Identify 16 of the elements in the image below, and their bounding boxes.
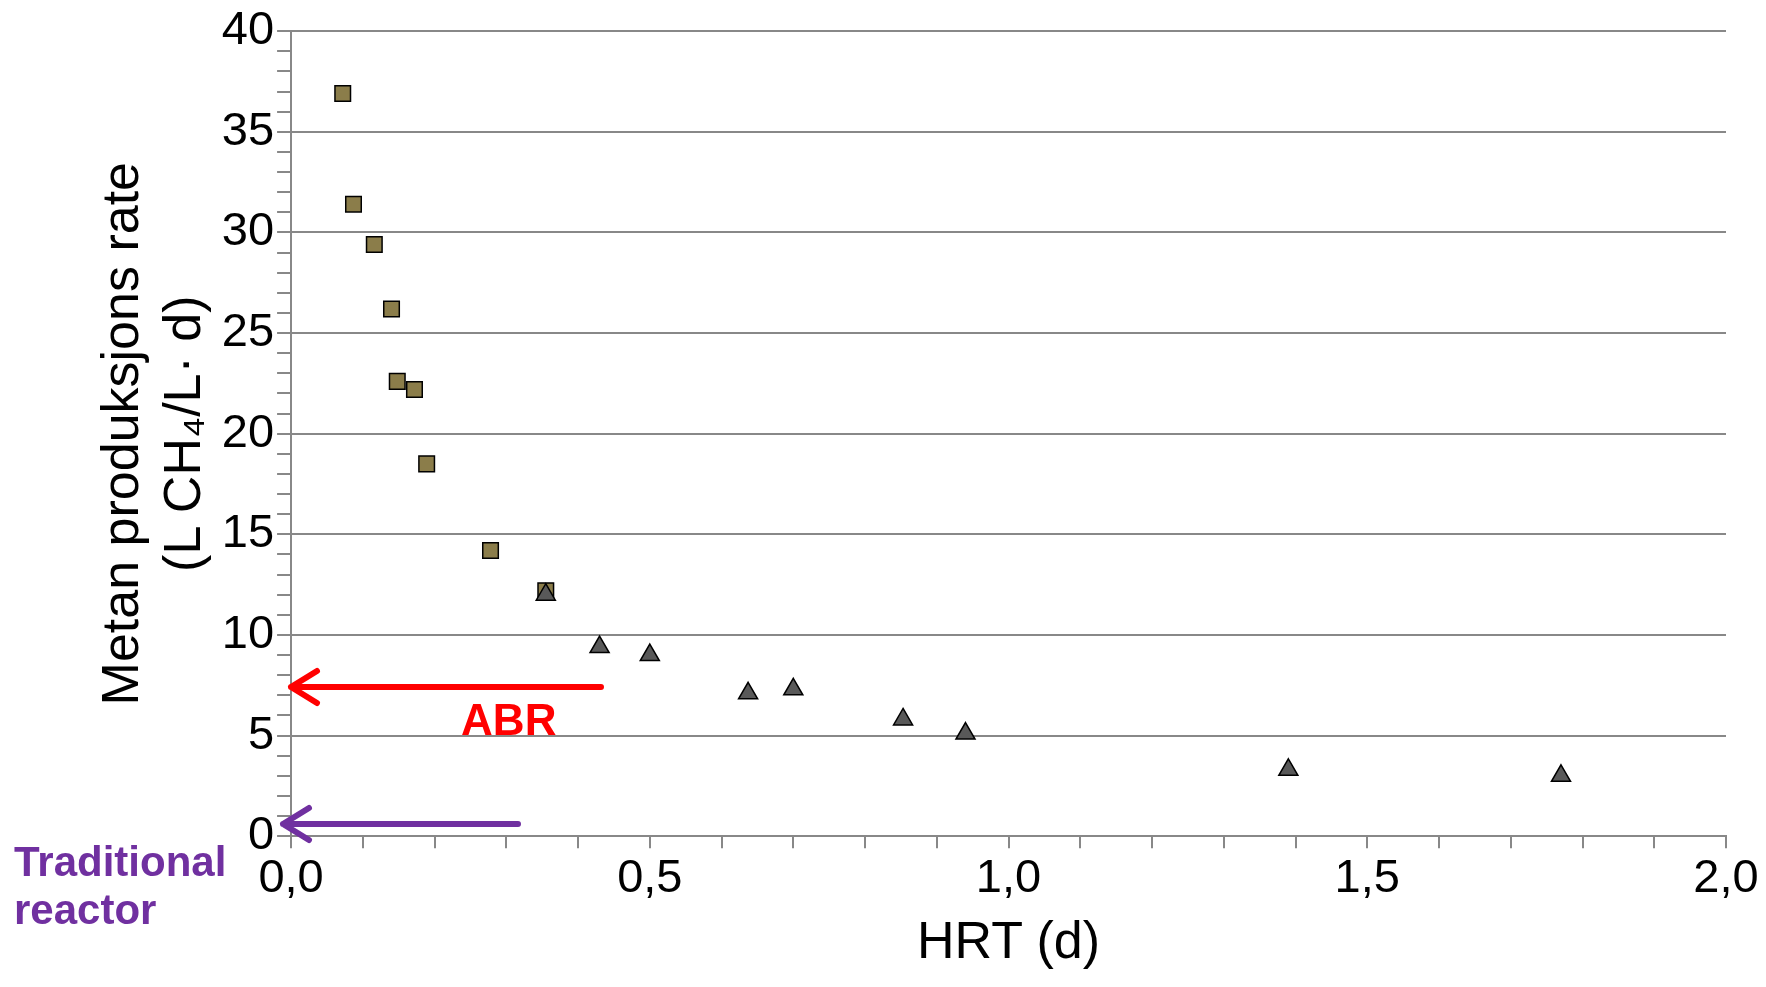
x-tick-label: 1,0 [975, 849, 1042, 903]
text: Traditional reactor [14, 838, 227, 934]
y-tick-label: 15 [221, 504, 275, 558]
y-axis-title: Metan produksjons rate (L CH₄/L· d) [90, 161, 211, 706]
y-tick-label: 20 [221, 403, 275, 457]
y-tick-label: 10 [221, 604, 275, 658]
annotation: ABR [461, 695, 557, 746]
y-tick-label: 35 [221, 101, 275, 155]
x-tick-label: 0,5 [617, 849, 683, 903]
x-axis-title: HRT (d) [917, 911, 1101, 970]
x-tick-label: 2,0 [1693, 849, 1759, 903]
y-tick-label: 5 [247, 705, 275, 759]
y-tick-label: 30 [221, 202, 275, 256]
y-tick-label: 25 [221, 303, 275, 357]
y-tick-label: 40 [221, 1, 275, 55]
x-tick-label: 1,5 [1334, 849, 1400, 903]
